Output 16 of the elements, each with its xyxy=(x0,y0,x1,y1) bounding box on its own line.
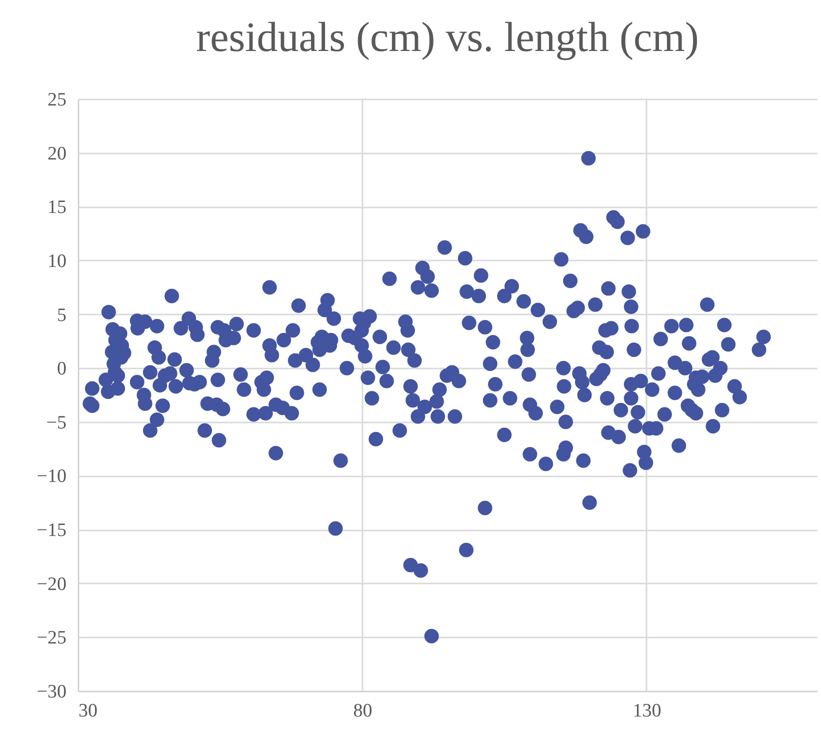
x-tick-label: 30 xyxy=(78,700,98,722)
y-tick-label: 0 xyxy=(57,358,66,380)
y-tick-label: 10 xyxy=(48,250,66,272)
y-tick-label: −30 xyxy=(36,682,66,702)
y-tick-label: −10 xyxy=(36,466,66,488)
y-tick-label: 20 xyxy=(48,143,66,164)
y-tick-label: 25 xyxy=(48,90,66,110)
y-tick-label: −15 xyxy=(36,520,66,542)
x-tick-label: 130 xyxy=(632,700,662,722)
chart-title: residuals (cm) vs. length (cm) xyxy=(196,15,699,61)
y-tick-label: −5 xyxy=(46,412,66,434)
x-tick-label: 80 xyxy=(353,700,372,722)
y-tick-label: 5 xyxy=(57,304,66,326)
y-tick-label: −20 xyxy=(36,574,66,595)
y-tick-label: 15 xyxy=(48,197,66,218)
y-tick-label: −25 xyxy=(36,628,66,649)
